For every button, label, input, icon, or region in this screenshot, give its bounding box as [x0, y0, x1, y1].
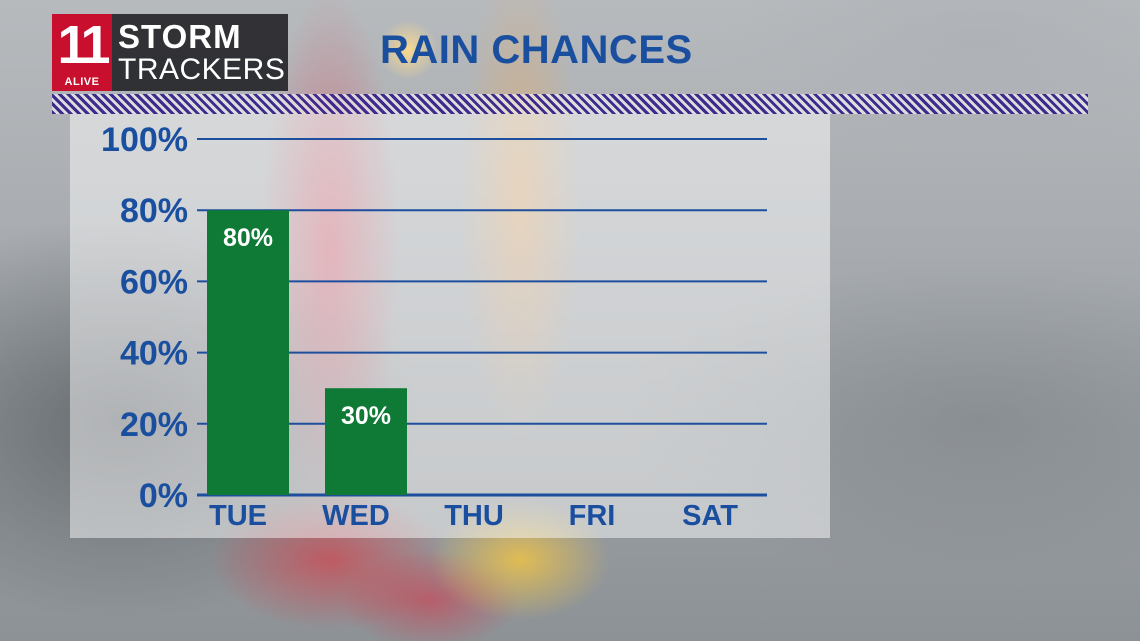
bars: 80% 30%	[207, 210, 407, 495]
y-tick-label: 60%	[120, 263, 188, 301]
bar-tue	[207, 210, 289, 495]
y-tick-label: 0%	[139, 477, 188, 515]
x-category-label: THU	[444, 500, 504, 532]
chart-panel	[70, 114, 830, 538]
y-tick-label: 20%	[120, 406, 188, 444]
logo-alive-text: ALIVE	[64, 76, 100, 88]
x-category-label: WED	[322, 500, 390, 532]
data-label-tue: 80%	[223, 224, 273, 252]
logo-badge: 11 ALIVE	[52, 14, 112, 91]
x-category-label: SAT	[682, 500, 738, 532]
data-label-wed: 30%	[341, 402, 391, 430]
y-axis-ticks: 0% 20% 40% 60% 80% 100%	[101, 121, 188, 515]
x-axis-categories: TUE WED THU FRI SAT	[209, 500, 738, 532]
decorative-stripe	[52, 94, 1088, 114]
logo-storm-text: STORM	[118, 17, 242, 55]
x-category-label: TUE	[209, 500, 267, 532]
logo-trackers-text: TRACKERS	[118, 52, 286, 86]
bar-wed	[325, 388, 407, 495]
y-tick-label: 80%	[120, 192, 188, 230]
y-tick-label: 40%	[120, 335, 188, 373]
x-category-label: FRI	[569, 500, 616, 532]
chart-title: RAIN CHANCES	[380, 28, 693, 72]
y-tick-label: 100%	[101, 121, 188, 159]
station-logo: 11 ALIVE STORM TRACKERS	[52, 14, 288, 91]
gridlines	[197, 138, 767, 497]
logo-number: 11	[57, 15, 110, 75]
title-glow	[378, 20, 438, 80]
logo-wordmark: STORM TRACKERS	[112, 14, 288, 91]
